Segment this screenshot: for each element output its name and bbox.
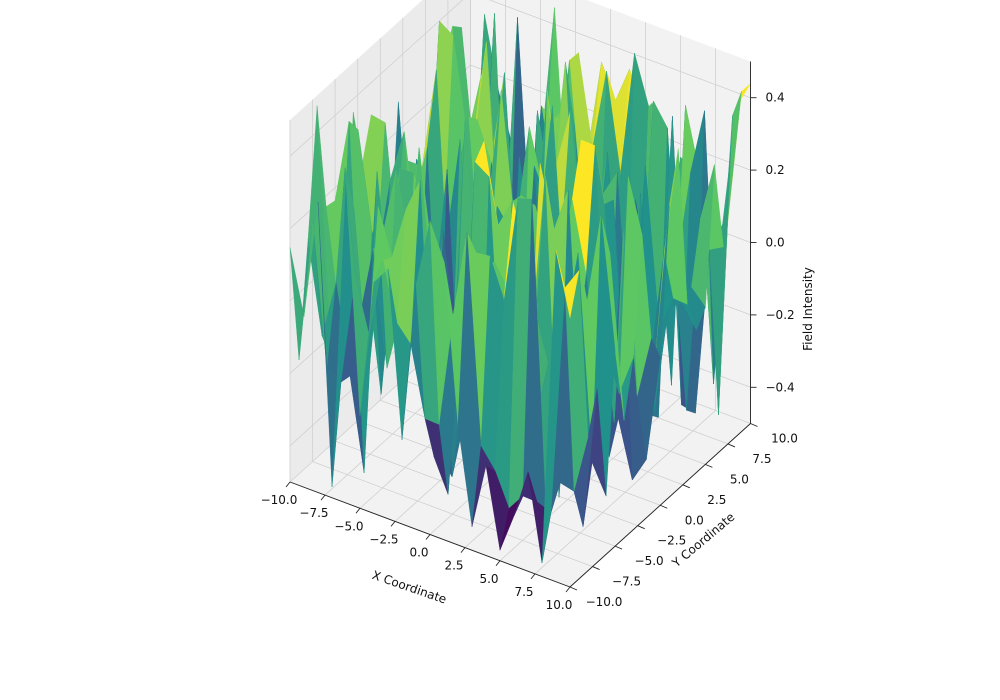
y-tick — [569, 586, 578, 591]
x-axis-label: X Coordinate — [370, 568, 448, 607]
y-tick-label: −7.5 — [612, 575, 641, 589]
z-axis-label: Field Intensity — [801, 267, 815, 351]
y-tick — [614, 545, 623, 550]
y-tick-label: 10.0 — [771, 432, 798, 446]
x-tick-label: −10.0 — [261, 493, 298, 507]
x-tick — [425, 534, 431, 540]
y-tick — [637, 525, 645, 530]
y-tick-label: 7.5 — [752, 452, 771, 466]
x-tick — [320, 494, 326, 501]
y-tick — [682, 484, 690, 489]
grid-line-z — [289, 0, 751, 157]
x-tick-label: −2.5 — [369, 532, 398, 546]
x-tick-label: 2.5 — [444, 559, 463, 573]
surface-facet — [555, 250, 580, 318]
x-tick — [565, 586, 571, 593]
x-tick-label: 7.5 — [514, 585, 533, 599]
x-tick-label: 5.0 — [479, 572, 498, 586]
x-tick — [355, 507, 361, 514]
y-tick-label: −5.0 — [635, 554, 664, 568]
x-tick-label: 0.0 — [409, 546, 428, 560]
z-tick-label: −0.2 — [766, 308, 795, 322]
z-tick-label: 0.4 — [766, 91, 785, 105]
y-tick — [727, 443, 736, 448]
z-tick-label: 0.2 — [766, 163, 785, 177]
y-tick-label: 2.5 — [707, 493, 726, 507]
tick-labels: −10.0−7.5−5.0−2.50.02.55.07.510.0 −10.0−7… — [261, 91, 798, 612]
y-tick — [592, 566, 600, 570]
y-tick-label: −2.5 — [657, 534, 686, 548]
x-tick-label: −7.5 — [299, 506, 328, 520]
x-tick — [460, 547, 466, 553]
x-tick-label: −5.0 — [334, 519, 363, 533]
z-tick-label: −0.4 — [766, 380, 795, 394]
x-tick — [285, 481, 291, 488]
x-tick — [390, 521, 396, 527]
y-tick-label: −10.0 — [586, 595, 623, 609]
x-tick-label: 10.0 — [546, 598, 573, 612]
y-tick — [705, 463, 713, 468]
x-tick — [495, 560, 501, 567]
y-tick — [660, 504, 668, 509]
y-tick-label: 5.0 — [730, 472, 749, 486]
y-tick-label: 0.0 — [685, 513, 704, 527]
z-tick-label: 0.0 — [766, 236, 785, 250]
surface-plot — [289, 7, 751, 563]
tick-marks — [285, 97, 758, 593]
x-tick — [530, 573, 536, 580]
y-tick — [750, 423, 758, 427]
